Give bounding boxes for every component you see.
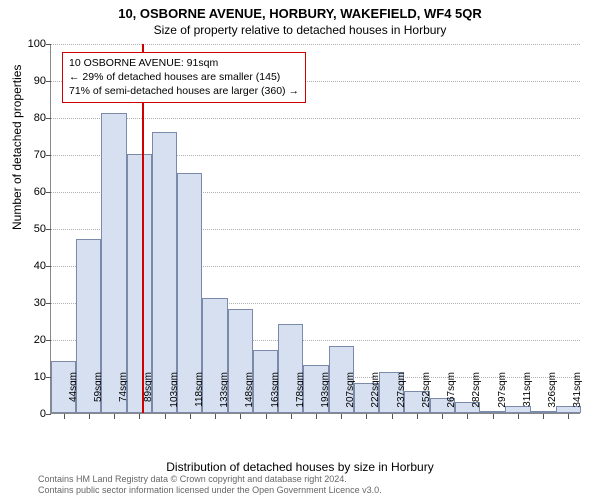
gridline — [51, 118, 580, 119]
xtick-label: 341sqm — [572, 372, 583, 418]
xtick-mark — [64, 414, 65, 419]
xtick-mark — [165, 414, 166, 419]
ytick-label: 10 — [16, 371, 46, 383]
ytick-label: 70 — [16, 149, 46, 161]
y-axis-label: Number of detached properties — [10, 65, 24, 230]
ytick-label: 80 — [16, 112, 46, 124]
info-annotation-box: 10 OSBORNE AVENUE: 91sqm ← 29% of detach… — [62, 52, 306, 103]
ytick-label: 0 — [16, 408, 46, 420]
xtick-mark — [518, 414, 519, 419]
ytick-mark — [46, 414, 51, 415]
xtick-mark — [467, 414, 468, 419]
footnote: Contains HM Land Registry data © Crown c… — [38, 474, 382, 496]
histogram-bar — [152, 132, 177, 413]
ytick-label: 40 — [16, 260, 46, 272]
xtick-mark — [89, 414, 90, 419]
ytick-label: 50 — [16, 223, 46, 235]
gridline — [51, 44, 580, 45]
ytick-label: 100 — [16, 38, 46, 50]
xtick-mark — [493, 414, 494, 419]
ytick-mark — [46, 303, 51, 304]
ytick-label: 60 — [16, 186, 46, 198]
xtick-mark — [240, 414, 241, 419]
xtick-mark — [366, 414, 367, 419]
xtick-mark — [215, 414, 216, 419]
xtick-mark — [139, 414, 140, 419]
x-axis-label: Distribution of detached houses by size … — [0, 460, 600, 474]
xtick-mark — [543, 414, 544, 419]
xtick-mark — [291, 414, 292, 419]
info-line-2: ← 29% of detached houses are smaller (14… — [69, 70, 299, 84]
ytick-label: 90 — [16, 75, 46, 87]
xtick-mark — [442, 414, 443, 419]
chart-area: 44sqm59sqm74sqm89sqm103sqm118sqm133sqm14… — [50, 44, 580, 414]
ytick-mark — [46, 266, 51, 267]
ytick-mark — [46, 229, 51, 230]
ytick-mark — [46, 192, 51, 193]
ytick-mark — [46, 155, 51, 156]
ytick-mark — [46, 340, 51, 341]
xtick-mark — [417, 414, 418, 419]
ytick-label: 20 — [16, 334, 46, 346]
xtick-mark — [392, 414, 393, 419]
xtick-mark — [266, 414, 267, 419]
info-line-3: 71% of semi-detached houses are larger (… — [69, 84, 299, 98]
xtick-mark — [114, 414, 115, 419]
xtick-mark — [568, 414, 569, 419]
ytick-mark — [46, 44, 51, 45]
ytick-mark — [46, 81, 51, 82]
chart-subtitle: Size of property relative to detached ho… — [0, 21, 600, 41]
ytick-mark — [46, 118, 51, 119]
histogram-bar — [101, 113, 126, 413]
xtick-mark — [341, 414, 342, 419]
info-line-1: 10 OSBORNE AVENUE: 91sqm — [69, 56, 299, 70]
xtick-mark — [190, 414, 191, 419]
footnote-line-1: Contains HM Land Registry data © Crown c… — [38, 474, 382, 485]
xtick-mark — [316, 414, 317, 419]
footnote-line-2: Contains public sector information licen… — [38, 485, 382, 496]
ytick-label: 30 — [16, 297, 46, 309]
chart-title: 10, OSBORNE AVENUE, HORBURY, WAKEFIELD, … — [0, 0, 600, 21]
